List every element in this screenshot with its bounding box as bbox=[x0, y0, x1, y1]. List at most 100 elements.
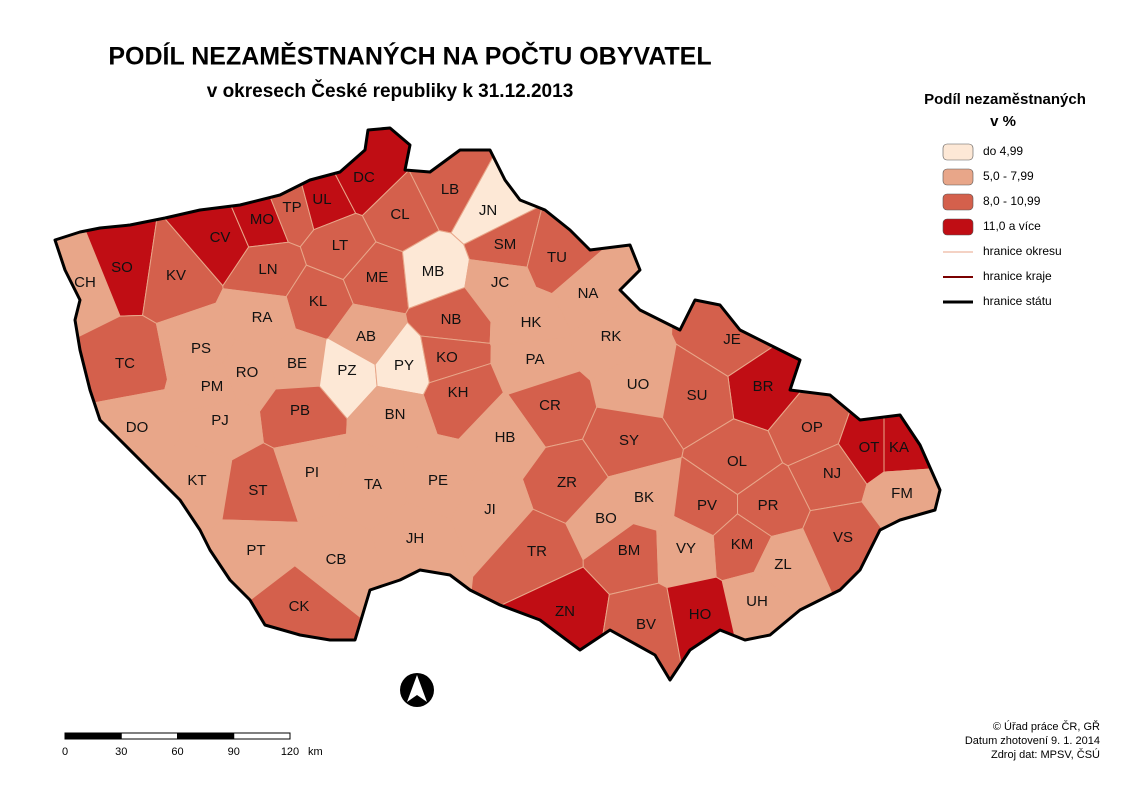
district-label: PV bbox=[697, 497, 717, 514]
district-label: PY bbox=[394, 357, 414, 374]
scale-tick-label: 120 bbox=[281, 746, 299, 758]
district-label: ST bbox=[248, 482, 267, 499]
district-label: CB bbox=[326, 551, 347, 568]
legend-label: 11,0 a více bbox=[983, 219, 1041, 233]
district-label: LN bbox=[258, 261, 277, 278]
district-label: LB bbox=[441, 181, 459, 198]
credit-line: © Úřad práce ČR, GŘ bbox=[993, 720, 1100, 733]
legend-swatch bbox=[942, 218, 974, 236]
district-label: PB bbox=[290, 402, 310, 419]
district-label: RA bbox=[252, 309, 273, 326]
district-label: PT bbox=[246, 542, 265, 559]
district-label: JH bbox=[406, 530, 424, 547]
district-label: DO bbox=[126, 419, 149, 436]
district-label: PZ bbox=[337, 362, 356, 379]
district-label: NA bbox=[578, 285, 599, 302]
legend-label: do 4,99 bbox=[983, 144, 1023, 158]
district-label: PR bbox=[758, 497, 779, 514]
district-label: VS bbox=[833, 529, 853, 546]
scale-segment bbox=[120, 732, 178, 740]
district-label: KT bbox=[187, 472, 206, 489]
district-label: OP bbox=[801, 419, 823, 436]
district-label: JN bbox=[479, 202, 497, 219]
district-label: PI bbox=[305, 464, 319, 481]
district-label: OT bbox=[859, 439, 880, 456]
district-label: NB bbox=[441, 311, 462, 328]
district-label: PA bbox=[526, 351, 545, 368]
legend-label: hranice státu bbox=[983, 294, 1052, 308]
district-label: KM bbox=[731, 536, 754, 553]
district-label: HK bbox=[521, 314, 542, 331]
legend-label: hranice okresu bbox=[983, 244, 1062, 258]
district-label: PJ bbox=[211, 412, 229, 429]
scale-tick-label: 60 bbox=[171, 746, 183, 758]
district-label: CK bbox=[289, 598, 310, 615]
district-label: BR bbox=[753, 378, 774, 395]
district-labels: CH SO KV CV MO TP UL DC LB CL JN LT SM LN ME MB TU JC NA KL… bbox=[74, 169, 913, 633]
district-label: RO bbox=[236, 364, 259, 381]
districts bbox=[53, 126, 942, 682]
district-label: JI bbox=[484, 501, 496, 518]
district-label: OL bbox=[727, 453, 747, 470]
district-label: BE bbox=[287, 355, 307, 372]
district-label: SM bbox=[494, 236, 517, 253]
district-label: PM bbox=[201, 378, 224, 395]
district-label: ME bbox=[366, 269, 389, 286]
district-label: SY bbox=[619, 432, 639, 449]
scale-tick-label: 0 bbox=[62, 746, 68, 758]
legend-label: hranice kraje bbox=[983, 269, 1052, 283]
title: PODÍL NEZAMĚSTNANÝCH NA POČTU OBYVATEL bbox=[108, 41, 711, 71]
district-label: VY bbox=[676, 540, 696, 557]
legend-swatch bbox=[942, 168, 974, 186]
legend-title: Podíl nezaměstnaných bbox=[924, 91, 1086, 108]
north-arrow bbox=[400, 673, 434, 707]
scale-unit: km bbox=[308, 746, 323, 758]
district-label: BK bbox=[634, 489, 654, 506]
district-label: DC bbox=[353, 169, 375, 186]
district-label: KL bbox=[309, 293, 327, 310]
district-label: UL bbox=[312, 191, 331, 208]
district-label: SU bbox=[687, 387, 708, 404]
district-label: LT bbox=[332, 237, 348, 254]
district-label: JE bbox=[723, 331, 741, 348]
district-label: CH bbox=[74, 274, 96, 291]
district-label: JC bbox=[491, 274, 510, 291]
district-label: KA bbox=[889, 439, 909, 456]
legend-swatch bbox=[942, 143, 974, 161]
district-label: TA bbox=[364, 476, 382, 493]
district-label: TU bbox=[547, 249, 567, 266]
district-label: MB bbox=[422, 263, 445, 280]
scale-bar: 0 30 60 90 120 km bbox=[62, 732, 323, 758]
legend-label: 5,0 - 7,99 bbox=[983, 169, 1034, 183]
district-label: CV bbox=[210, 229, 231, 246]
district-label: CL bbox=[390, 206, 409, 223]
scale-tick-label: 30 bbox=[115, 746, 127, 758]
district-label: ZL bbox=[774, 556, 792, 573]
scale-segment bbox=[233, 732, 291, 740]
legend: do 4,99 5,0 - 7,99 8,0 - 10,99 11,0 a více h… bbox=[942, 143, 1062, 308]
scale-segment bbox=[64, 732, 122, 740]
district-label: PS bbox=[191, 340, 211, 357]
legend-title-unit: v % bbox=[990, 113, 1016, 130]
credits: © Úřad práce ČR, GŘ Datum zhotovení 9. 1.… bbox=[965, 720, 1100, 761]
scale-segment bbox=[177, 732, 235, 740]
district-label: HB bbox=[495, 429, 516, 446]
district-label: KO bbox=[436, 349, 458, 366]
district-label: SO bbox=[111, 259, 133, 276]
district-label: MO bbox=[250, 211, 274, 228]
district-label: BM bbox=[618, 542, 641, 559]
credit-line: Zdroj dat: MPSV, ČSÚ bbox=[991, 748, 1100, 761]
district-label: TP bbox=[282, 199, 301, 216]
scale-tick-label: 90 bbox=[228, 746, 240, 758]
district-label: NJ bbox=[823, 465, 841, 482]
district-label: KV bbox=[166, 267, 186, 284]
district-label: ZN bbox=[555, 603, 575, 620]
district-label: UH bbox=[746, 593, 768, 610]
district-label: AB bbox=[356, 328, 376, 345]
district-label: UO bbox=[627, 376, 650, 393]
district-label: TR bbox=[527, 543, 547, 560]
country-border bbox=[53, 126, 942, 682]
district-label: ZR bbox=[557, 474, 577, 491]
district-label: BV bbox=[636, 616, 656, 633]
